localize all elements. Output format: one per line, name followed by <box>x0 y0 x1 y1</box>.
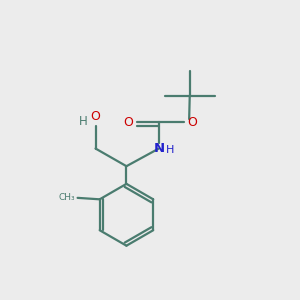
Text: O: O <box>123 116 133 128</box>
Text: H: H <box>166 145 174 155</box>
Text: O: O <box>91 110 100 123</box>
Text: O: O <box>188 116 197 128</box>
Text: H: H <box>79 115 88 128</box>
Text: CH₃: CH₃ <box>59 193 76 202</box>
Text: N: N <box>153 142 164 155</box>
